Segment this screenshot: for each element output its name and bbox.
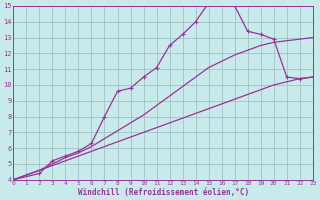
X-axis label: Windchill (Refroidissement éolien,°C): Windchill (Refroidissement éolien,°C) (77, 188, 249, 197)
